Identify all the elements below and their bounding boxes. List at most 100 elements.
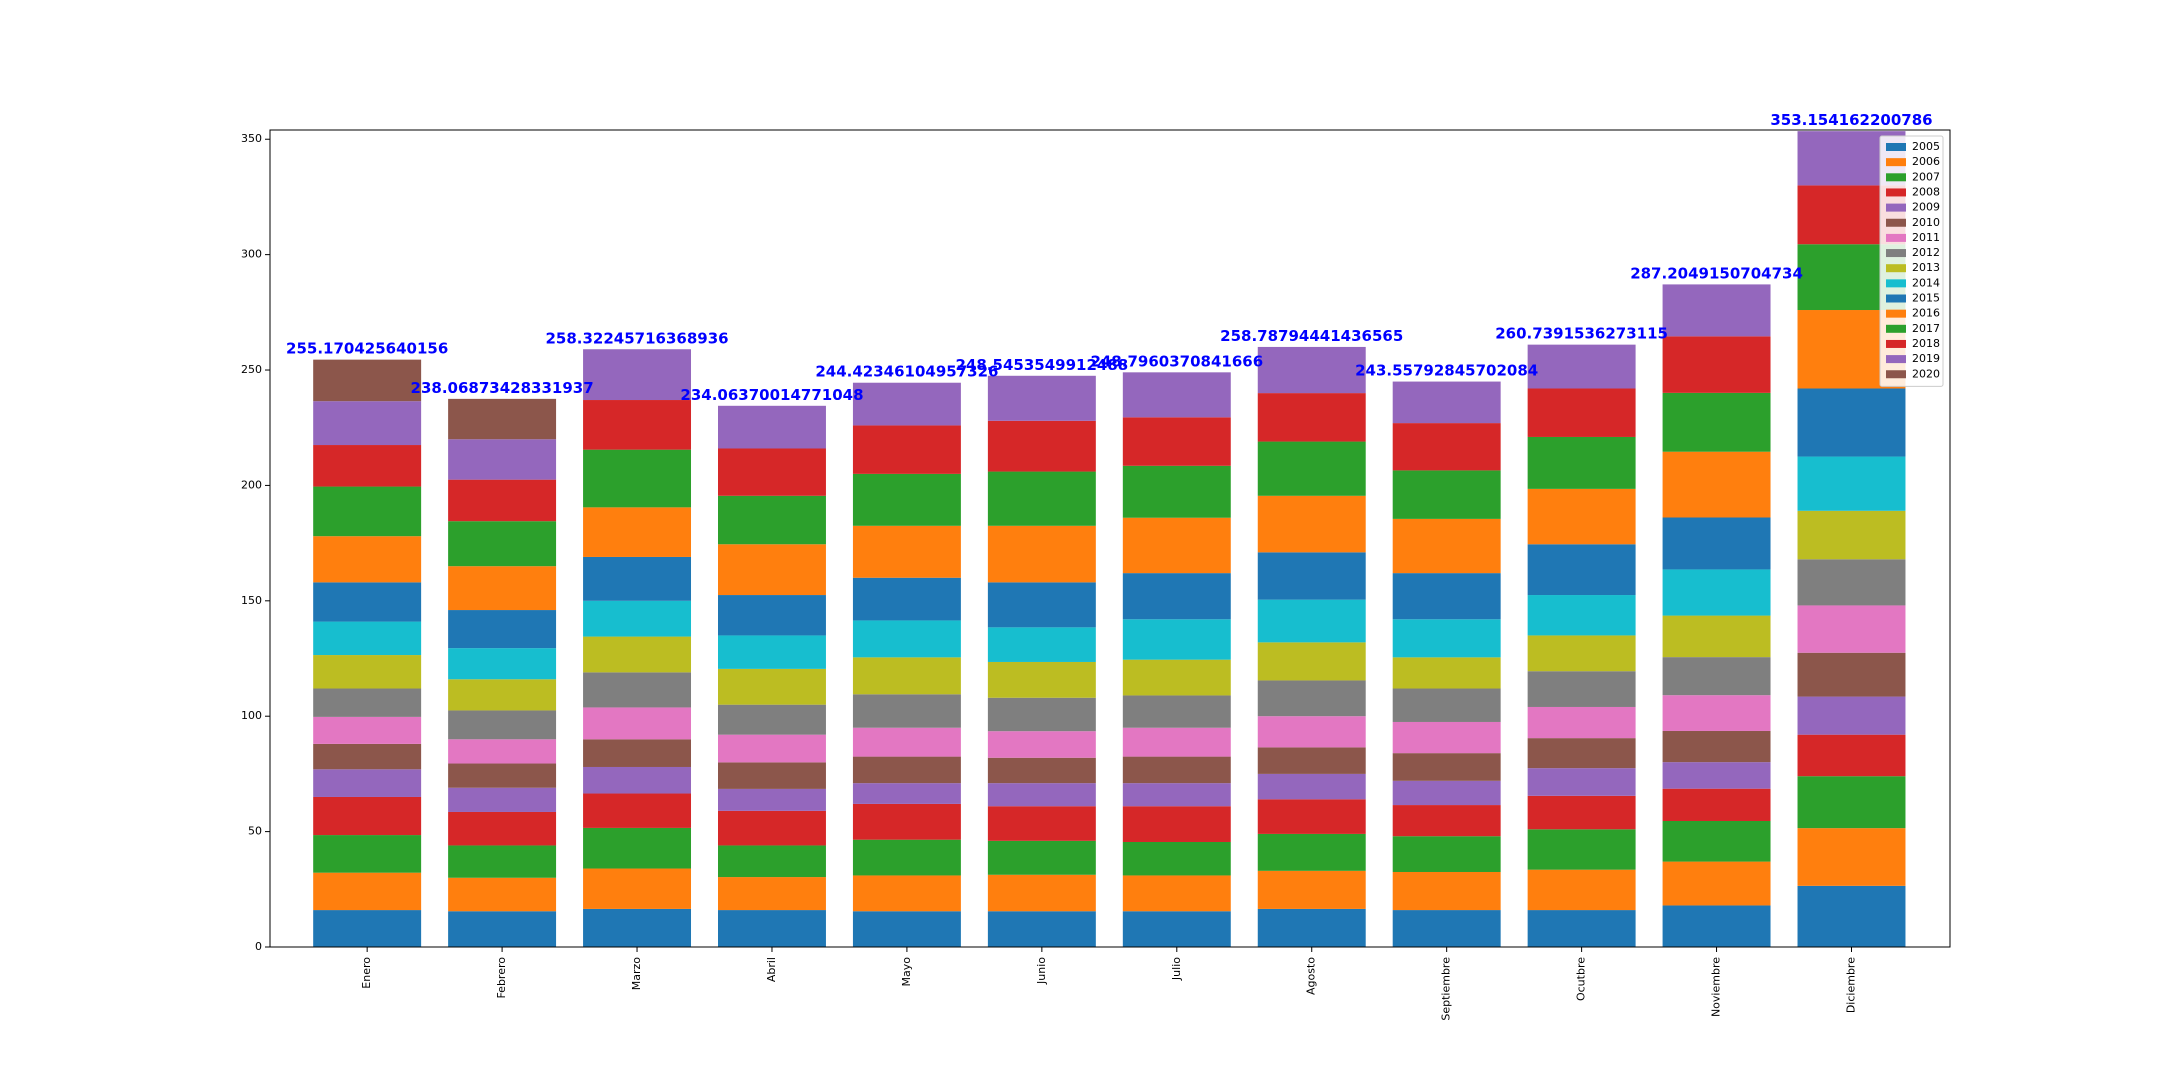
y-tick-label: 250 [241,363,262,376]
legend-swatch [1886,218,1906,227]
y-tick-label: 150 [241,594,262,607]
bar-segment [1122,573,1231,620]
bar-segment [1662,820,1771,862]
bar-segment [448,398,557,440]
legend-swatch [1886,279,1906,288]
bar-segment [987,697,1096,732]
bar-segment [1527,635,1636,672]
bar-segment [448,911,557,947]
bar-segment [1662,517,1771,570]
bar-segment [1662,569,1771,616]
bar-segment [1527,436,1636,489]
y-tick-label: 350 [241,132,262,145]
bar-segment [1392,721,1501,754]
bar-segment [1392,619,1501,658]
bar-segment [852,425,961,474]
bar-segment [852,577,961,621]
bar-segment [1527,829,1636,870]
legend-label: 2009 [1912,201,1940,214]
bar-segment [1392,518,1501,574]
bar-segment [1122,517,1231,574]
bar-segment [852,911,961,947]
bar-segment [1122,756,1231,784]
bar-segment [987,840,1096,875]
bar-segment [1527,544,1636,596]
bar-segment [1527,488,1636,545]
bar-segment [1527,910,1636,947]
bar-segment [1662,730,1771,763]
bar-segment [1662,392,1771,452]
legend-swatch [1886,324,1906,333]
bar-segment [1257,833,1366,871]
bar-segment [1527,595,1636,636]
data-label: 248.5453549912488 [956,356,1129,374]
legend-label: 2012 [1912,246,1940,259]
legend-swatch [1886,188,1906,197]
bar-segment [583,600,692,637]
bar-segment [718,405,826,449]
legend-label: 2006 [1912,155,1940,168]
bar-segment [1122,417,1231,466]
x-tick-label: Enero [360,957,373,989]
bar-segment [1797,776,1906,829]
bar-segment [852,382,961,426]
bar-segment [1662,861,1771,906]
bar-segment [1527,344,1636,389]
bar-segment [718,810,826,846]
bar-segment [987,661,1096,698]
bar-segment [583,739,692,767]
data-label: 255.170425640156 [286,340,448,358]
x-tick-label: Agosto [1305,957,1318,995]
bar-segment [718,877,826,911]
bar-segment [1392,871,1501,911]
bar-segment [313,688,422,717]
bar-segment [1392,910,1501,947]
bar-segment [583,827,692,869]
legend-box [1879,135,1944,387]
data-label: 287.2049150704734 [1630,264,1803,282]
bar-segment [1527,388,1636,437]
bar-segment [583,908,692,947]
bar-segment [852,620,961,658]
bar-segment [313,359,422,402]
bar-segment [1257,799,1366,834]
bar-segment [987,757,1096,784]
legend-label: 2008 [1912,185,1940,198]
bar-segment [1257,870,1366,909]
bar-segment [1797,510,1906,560]
bar-segment [1797,652,1906,697]
x-tick-label: Ocutbre [1575,957,1588,1001]
bar-segment [987,627,1096,662]
bar-segment [313,835,422,873]
bar-segment [1257,747,1366,774]
bar-segment [583,793,692,828]
bar-segment [852,875,961,912]
data-label: 244.42346104957326 [815,363,998,381]
bar-segment [1797,696,1906,735]
bar-segment [448,610,557,649]
bar-segment [448,439,557,480]
bar-segment [1257,441,1366,496]
bar-segment [1122,727,1231,757]
bar-segment [1122,659,1231,696]
legend-label: 2010 [1912,216,1940,229]
bar-segment [987,874,1096,912]
legend-swatch [1886,203,1906,212]
bar-segment [1797,828,1906,886]
bar-segment [1257,393,1366,442]
bar-segment [852,756,961,784]
data-label: 248.7960370841666 [1090,352,1263,370]
bar-segment [718,635,826,669]
bar-segment [448,877,557,912]
legend-label: 2005 [1912,140,1940,153]
bar-segment [448,710,557,740]
legend-label: 2007 [1912,170,1940,183]
legend-label: 2015 [1912,292,1940,305]
bar-segment [313,655,422,689]
bar-segment [1527,738,1636,769]
legend-swatch [1886,173,1906,182]
bar-segment [448,787,557,812]
bar-segment [1662,451,1771,518]
bar-segment [1662,762,1771,789]
